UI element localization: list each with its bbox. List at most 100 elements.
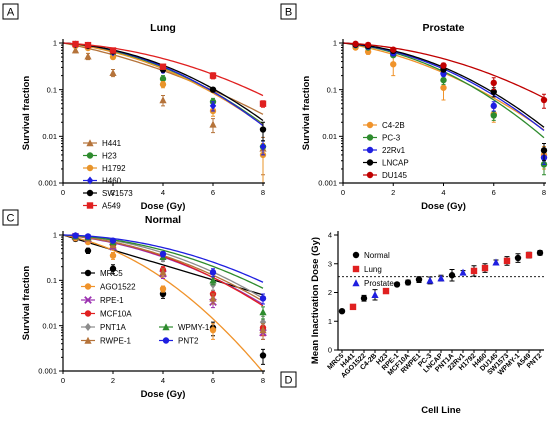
- legend-marker-lung: [352, 265, 360, 273]
- data-point-mrc5: [109, 265, 117, 272]
- data-point-c4-2b: [440, 84, 447, 91]
- y-tick-label: 1: [53, 231, 57, 240]
- y-tick-label: 0.001: [38, 367, 57, 376]
- x-tick-label: 8: [261, 188, 265, 197]
- legend-marker-wpmy-1: [162, 323, 170, 331]
- x-axis-title: Cell Line: [421, 405, 461, 416]
- legend-label-h23: H23: [102, 152, 117, 161]
- data-point-lncap: [490, 88, 497, 96]
- data-point-h1792: [159, 81, 167, 88]
- legend-marker-prostate: [352, 279, 360, 287]
- legend-label-rwpe-1: RWPE-1: [100, 337, 132, 346]
- data-point-h441: [159, 96, 167, 104]
- legend: H441 H23 H1792 H460 SW1573 A549: [83, 139, 133, 211]
- data-point-ago1522: [109, 252, 117, 259]
- y-tick-label: 1: [53, 39, 57, 48]
- chart-title: Normal: [145, 214, 181, 226]
- data-point-a549: [259, 100, 267, 107]
- data-point-pc-3: [490, 112, 497, 119]
- x-tick-label: 6: [211, 188, 215, 197]
- data-point-pnt2: [109, 237, 117, 244]
- legend-marker-h441: [86, 139, 94, 147]
- data-point-du145: [440, 62, 447, 69]
- data-point-sw1573: [209, 86, 217, 93]
- data-point-du145: [352, 40, 359, 48]
- panel-letter: B: [285, 7, 292, 19]
- data-point-h441: [84, 52, 92, 60]
- x-tick-label: 2: [391, 188, 395, 197]
- x-tick-label: 8: [261, 376, 265, 385]
- panel-letter-box: [280, 3, 297, 20]
- data-point-mrc5: [259, 352, 267, 359]
- legend-label-pnt2: PNT2: [178, 337, 199, 346]
- data-point-pnt2: [72, 232, 79, 239]
- legend-marker-mcf10a: [84, 310, 92, 317]
- x-tick-label: 2: [111, 376, 115, 385]
- x-tick-label: 8: [542, 188, 546, 197]
- legend-label-sw1573: SW1573: [102, 189, 133, 198]
- y-tick-label: 3: [328, 259, 332, 268]
- data-point-sw1573: [259, 126, 267, 133]
- series-layer: [343, 40, 548, 176]
- y-axis-title: Mean Inactivation Dose (Gy): [310, 237, 321, 364]
- x-tick-label: 4: [441, 188, 445, 197]
- x-axis-title: Dose (Gy): [421, 201, 466, 212]
- legend-marker-rpe-1: [84, 296, 92, 304]
- legend-marker-pc-3: [366, 134, 374, 141]
- legend: MRC5 AGO1522 RPE-1 MCF10A PNT1A RWPE-1 WPMY-1 P…: [81, 269, 210, 346]
- series-line-mrc5: [63, 234, 264, 296]
- legend: C4-2B PC-3 22Rv1 LNCAP DU145: [363, 121, 409, 180]
- axis-lines: [337, 231, 544, 351]
- x-tick-label: 4: [161, 376, 165, 385]
- y-tick-label: 0: [328, 346, 332, 355]
- data-point-pnt2: [536, 249, 544, 257]
- legend-marker-pnt2: [162, 337, 170, 344]
- y-tick-label: 0.001: [318, 179, 337, 188]
- panel-letter-box: [2, 209, 19, 226]
- legend-marker-lncap: [366, 159, 374, 166]
- legend-label-22rv1: 22Rv1: [382, 146, 406, 155]
- y-axis-title: Survival fraction: [301, 76, 312, 151]
- legend-label-lncap: LNCAP: [382, 159, 409, 168]
- legend-marker-sw1573: [86, 189, 94, 197]
- data-point-lncap: [437, 274, 445, 282]
- data-point-wpmy-1: [514, 254, 522, 262]
- legend-marker-h1792: [86, 164, 94, 172]
- legend-marker-h460: [86, 176, 94, 185]
- legend-marker-rwpe-1: [84, 336, 92, 344]
- data-point-wpmy-1: [209, 276, 217, 284]
- legend-label-pnt1a: PNT1A: [100, 323, 126, 332]
- data-point-sw1573: [503, 257, 511, 265]
- panel-letter-box: [2, 3, 19, 20]
- series-layer: [63, 40, 267, 183]
- x-axis-title: Dose (Gy): [141, 389, 186, 400]
- data-point-h460: [481, 264, 489, 272]
- x-axis-title: Dose (Gy): [141, 201, 186, 212]
- legend-label-h441: H441: [102, 139, 122, 148]
- data-point-h23: [382, 287, 390, 295]
- series-line-a549: [63, 42, 264, 97]
- x-tick-label: 0: [341, 188, 345, 197]
- legend-marker-mrc5: [84, 269, 92, 277]
- legend-label-rpe-1: RPE-1: [100, 296, 124, 305]
- x-tick-label: 0: [61, 376, 65, 385]
- series-layer: [63, 232, 267, 371]
- y-tick-label: 1: [328, 317, 332, 326]
- x-tick-label: 0: [61, 188, 65, 197]
- data-point-pnt2: [159, 250, 167, 258]
- data-point-du145: [540, 96, 548, 104]
- data-point-pc-3: [440, 76, 447, 84]
- data-point-a549: [159, 63, 167, 70]
- legend-label-du145: DU145: [382, 171, 407, 180]
- y-tick-label: 0.01: [42, 321, 57, 330]
- data-point-mcf10a: [404, 279, 412, 286]
- y-axis-title: Survival fraction: [21, 266, 32, 341]
- legend-label-a549: A549: [102, 202, 121, 211]
- legend-marker-c4-2b: [366, 121, 374, 129]
- legend-label-h460: H460: [102, 177, 122, 186]
- legend-marker-a549: [86, 202, 94, 209]
- data-point-rwpe1: [415, 276, 423, 283]
- y-tick-label: 4: [328, 231, 332, 240]
- x-tick-label: 6: [211, 376, 215, 385]
